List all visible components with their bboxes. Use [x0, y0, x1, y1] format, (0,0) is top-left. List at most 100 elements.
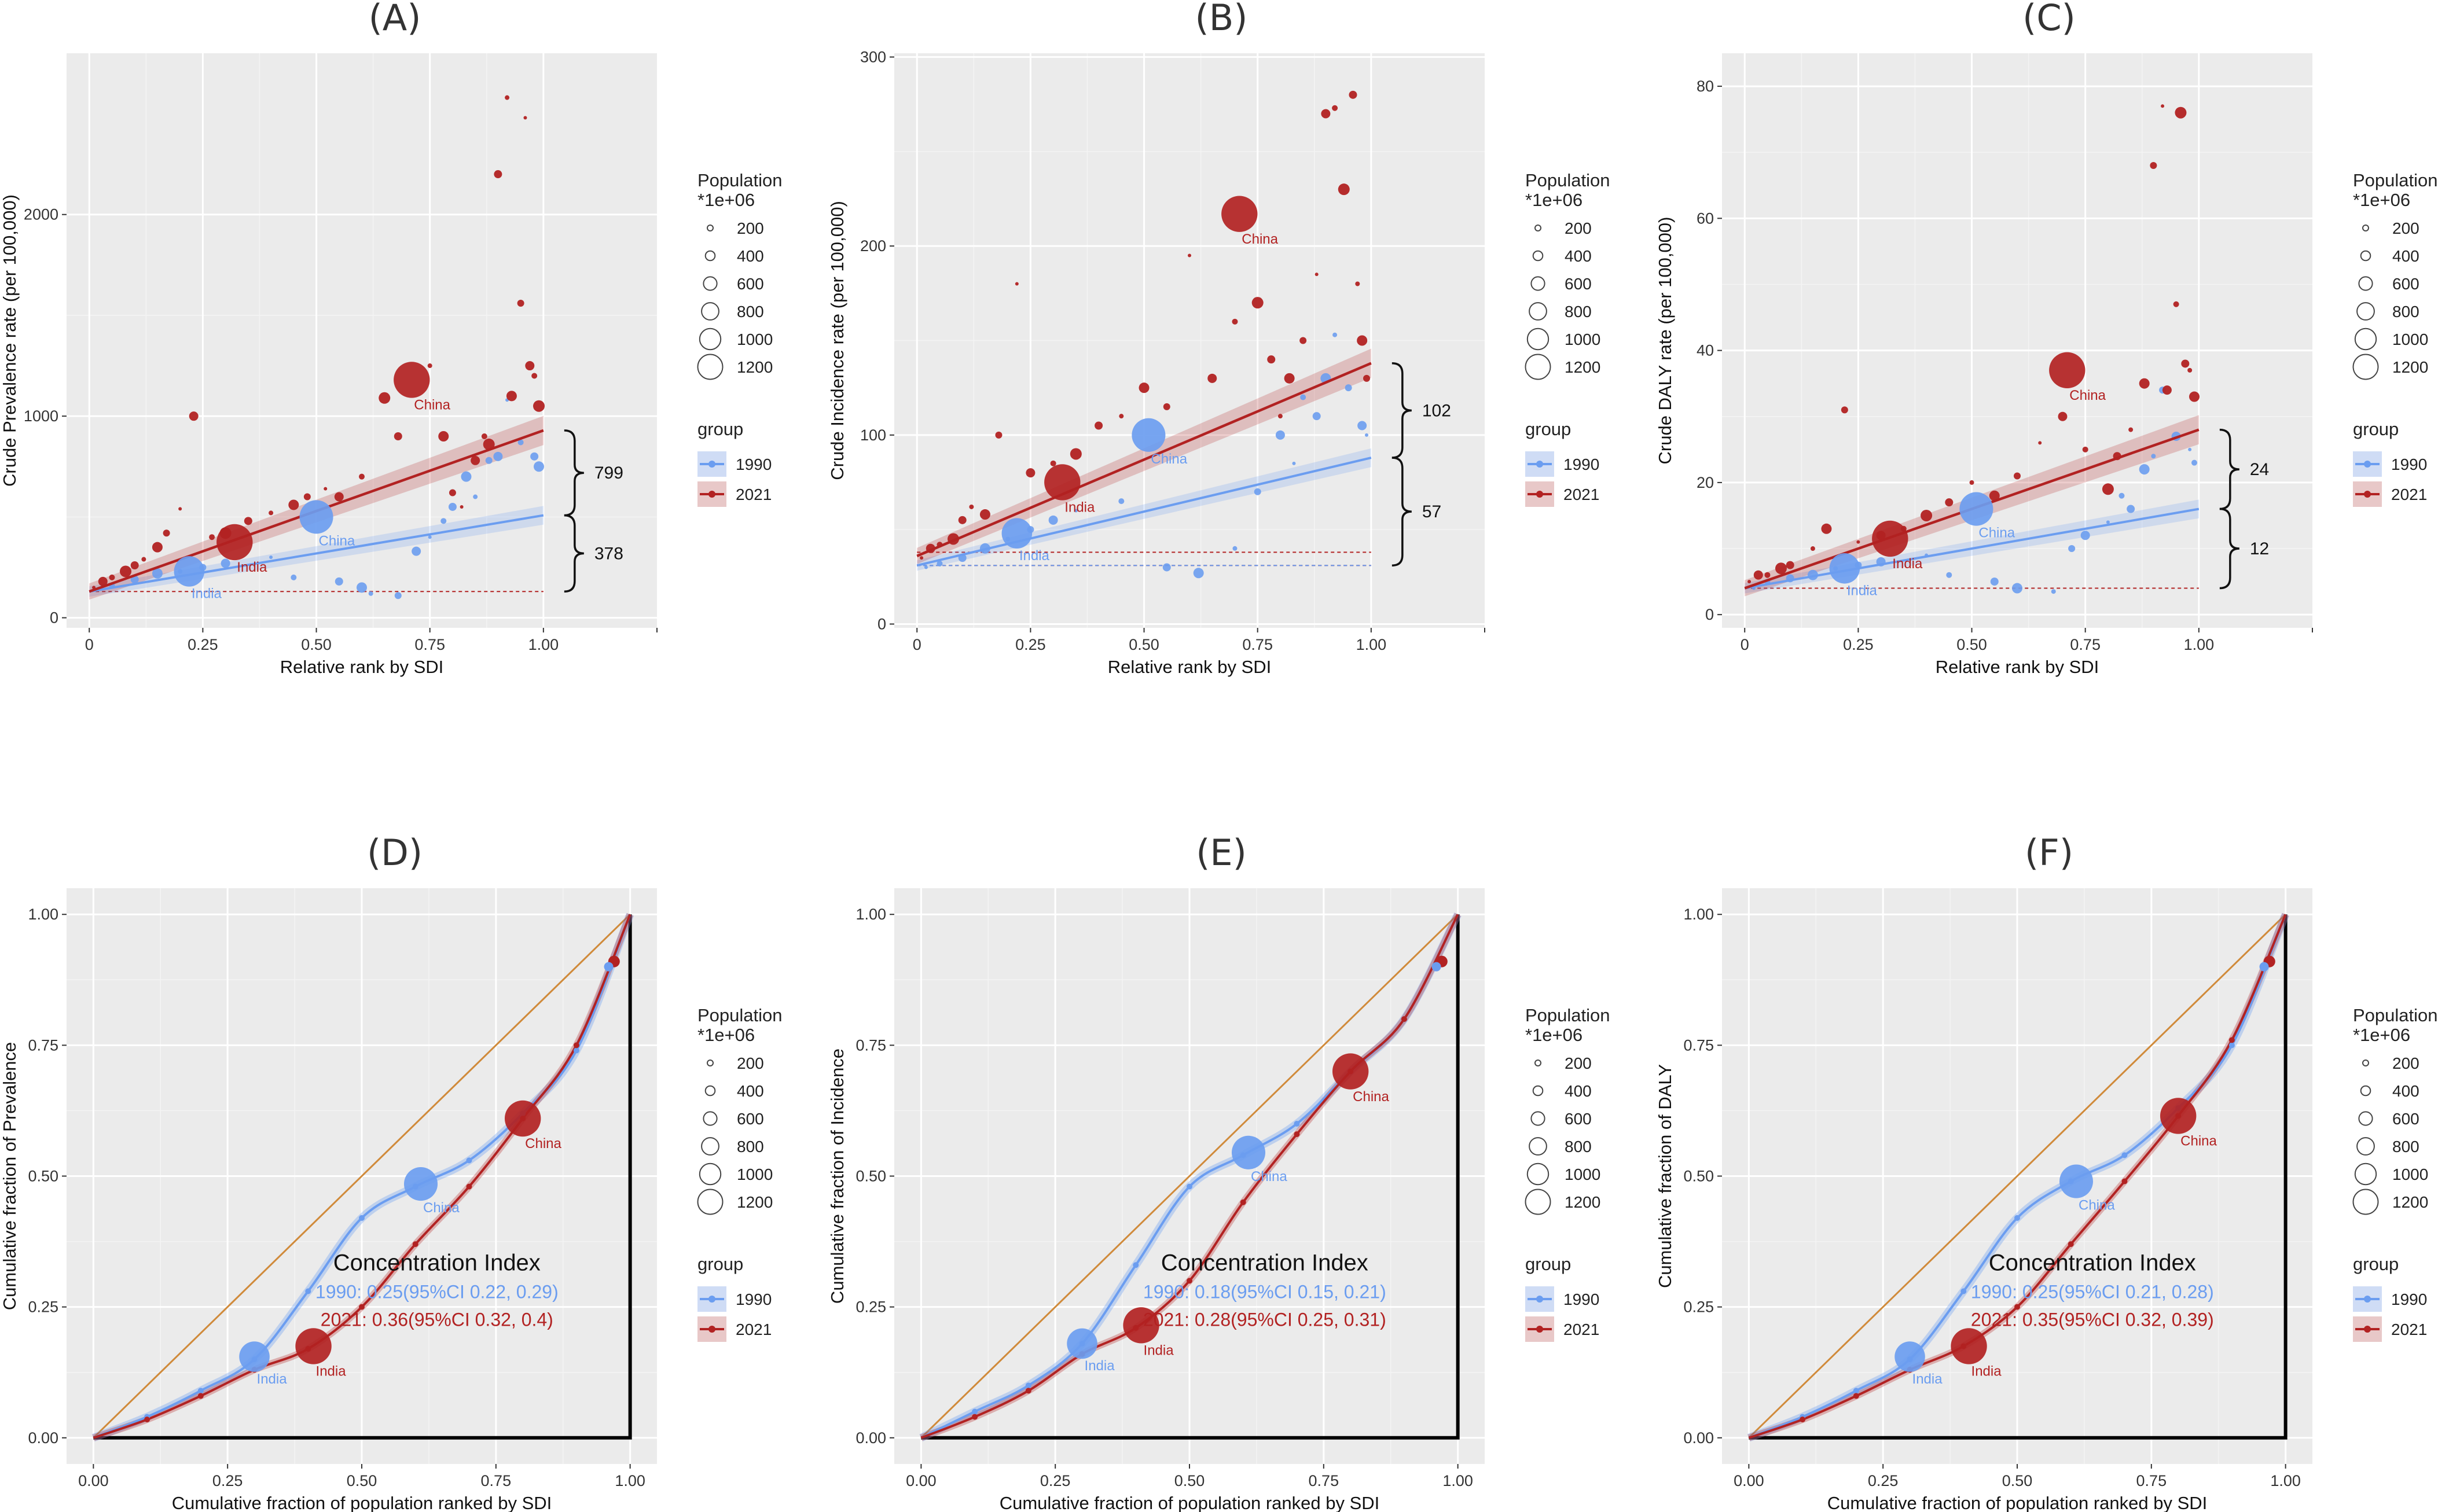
highlight-label-india: India [1892, 556, 1923, 572]
curve-2021 [93, 914, 631, 1439]
legend-group-dot [2364, 461, 2371, 468]
point-2021 [523, 116, 527, 120]
gap-label-total: 24 [2250, 460, 2269, 479]
point-2021 [979, 509, 990, 520]
point-2021 [359, 473, 365, 480]
highlight-label-china: China [1978, 525, 2015, 541]
point-2021 [1321, 109, 1331, 119]
point-2021 [152, 542, 163, 553]
point-2021 [1841, 406, 1848, 414]
panel-a: (A) 0 0.25 0.50 0.75 1.00 0 1000 2000 Relative ra… [0, 0, 658, 677]
point-1990 [428, 535, 432, 539]
point-2021 [1856, 540, 1860, 544]
y-axis-label: Crude DALY rate (per 100,000) [1655, 217, 1675, 465]
point-1990 [573, 1047, 579, 1054]
legend-group-label: 1990 [2391, 455, 2427, 473]
concentration-index-title: Concentration Index [1161, 1250, 1368, 1275]
legend-size-circle [1530, 276, 1545, 291]
point-2021 [494, 170, 502, 179]
point-2021 [920, 556, 924, 560]
legend-population-subtitle: *1e+06 [2353, 1025, 2410, 1045]
legend-size-circle [1534, 225, 1541, 231]
point-1990 [335, 577, 343, 586]
legend-group-title: group [1525, 1254, 1571, 1274]
highlight-label-india: India [1019, 548, 1050, 564]
highlight-label-india: India [237, 560, 267, 575]
legend-size-circle [2356, 1137, 2375, 1156]
point-1990 [2139, 464, 2150, 475]
curve-2021 [920, 914, 1459, 1439]
x-axis-label: Cumulative fraction of population ranked… [1000, 1493, 1380, 1512]
concentration-index-title: Concentration Index [333, 1250, 541, 1275]
panel-title: (D) [367, 832, 423, 874]
highlight-label-china: China [319, 533, 355, 549]
point-2021 [995, 431, 1003, 439]
highlight-point-india-2021 [1123, 1307, 1159, 1344]
point-1990 [291, 574, 297, 580]
y-tick-label: 0 [50, 609, 58, 627]
highlight-label-india: India [1912, 1371, 1943, 1387]
point-2021 [209, 534, 215, 540]
legend-size-circle [1529, 1137, 1547, 1156]
y-tick-label: 0.75 [855, 1036, 886, 1054]
highlight-point-india-1990 [1001, 518, 1033, 549]
point-1990 [221, 558, 230, 568]
legend-size-label: 1200 [737, 358, 773, 376]
x-tick-label: 0.25 [212, 1472, 243, 1489]
legend-group-label: 1990 [1563, 1290, 1599, 1308]
point-1990 [493, 451, 503, 461]
point-2021 [2139, 378, 2150, 389]
x-tick-label: 0.25 [188, 636, 218, 653]
point-1990 [2014, 1215, 2020, 1221]
legend-size-circle [703, 1111, 718, 1126]
point-1990 [517, 439, 524, 446]
legend-group-dot [708, 1326, 715, 1333]
point-2021 [2058, 411, 2068, 421]
point-2021 [2228, 1037, 2235, 1043]
point-2021 [533, 400, 545, 412]
legend-size-circle [701, 302, 719, 321]
point-1990 [1853, 1388, 1859, 1394]
point-2021 [1240, 1199, 1246, 1205]
point-1990 [2191, 459, 2197, 466]
point-1990 [1431, 962, 1441, 972]
point-2021 [303, 493, 311, 501]
y-tick-label: 0.00 [855, 1429, 886, 1447]
highlight-point-india-2021 [1951, 1328, 1987, 1364]
point-1990 [1345, 384, 1352, 392]
y-tick-label: 0.50 [855, 1168, 886, 1185]
point-2021 [449, 489, 456, 496]
legend-group-label: 2021 [2391, 485, 2427, 503]
point-1990 [1300, 394, 1306, 400]
fit-line-2021 [916, 362, 1372, 557]
legend-C: Population*1e+06 200 400 600 800 1000 1200 grou… [2352, 170, 2438, 507]
point-2021 [288, 499, 299, 510]
point-2021 [1401, 1016, 1407, 1022]
legend-group-label: 1990 [736, 1290, 772, 1308]
panel-title: (A) [369, 0, 421, 39]
legend-size-circle [1534, 1059, 1541, 1066]
highlight-label-china: China [1242, 231, 1278, 247]
legend-F: Population*1e+06 200 400 600 800 1000 1200 grou… [2352, 1005, 2438, 1342]
highlight-point-china-1990 [2059, 1164, 2094, 1198]
point-1990 [2068, 545, 2076, 553]
point-2021 [379, 392, 391, 404]
point-2021 [1921, 509, 1933, 521]
highlight-label-india: India [192, 586, 222, 602]
legend-B: Population*1e+06 200 400 600 800 1000 1200 grou… [1525, 170, 1610, 507]
x-tick-label: 0.00 [78, 1472, 109, 1489]
point-1990 [1990, 577, 1999, 586]
point-1990 [1365, 433, 1368, 437]
point-2021 [2187, 367, 2193, 373]
x-axis-label: Relative rank by SDI [280, 657, 444, 677]
legend-size-label: 200 [2392, 219, 2419, 237]
legend-size-circle [1525, 1189, 1551, 1215]
x-tick-label: 1.00 [1356, 636, 1387, 653]
highlight-label-india: India [257, 1371, 288, 1387]
point-2021 [1299, 337, 1307, 344]
x-tick-label: 0.50 [301, 636, 332, 653]
point-2021 [1332, 105, 1338, 111]
legend-group-dot [1536, 491, 1543, 498]
legend-group-title: group [697, 419, 743, 439]
highlight-point-india-2021 [1872, 520, 1908, 557]
